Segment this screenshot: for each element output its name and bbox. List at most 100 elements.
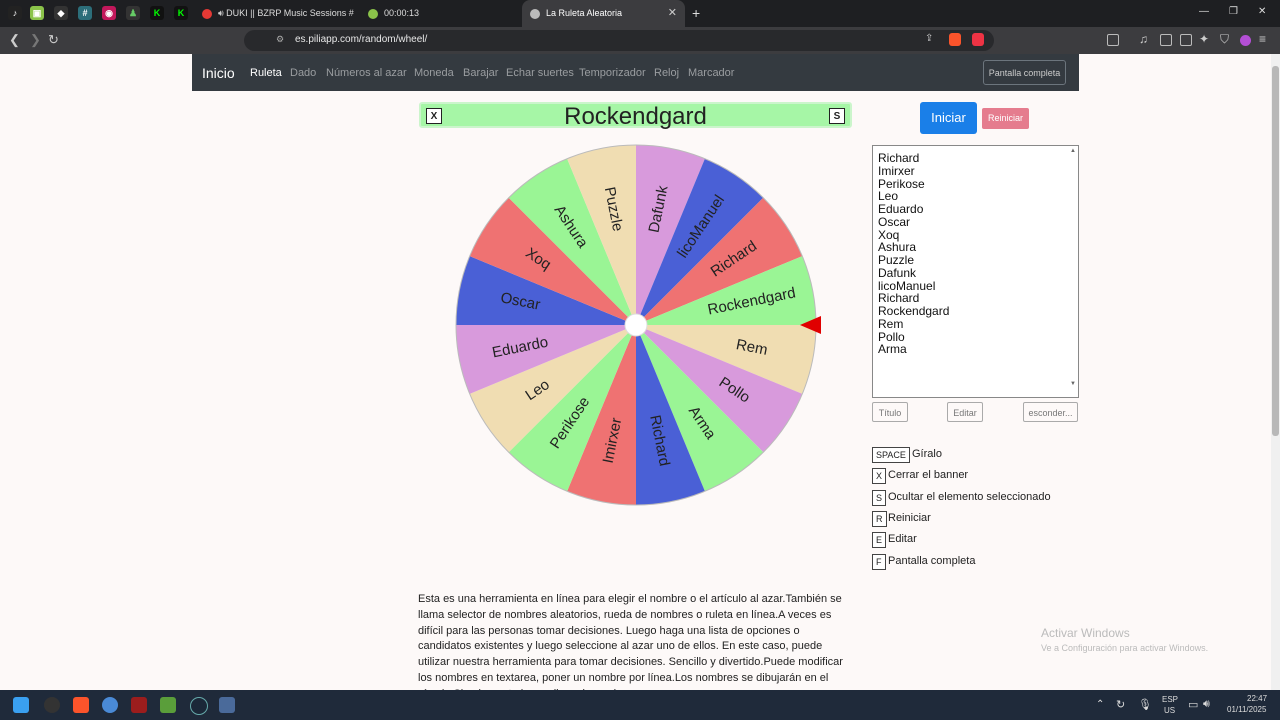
site-info-icon[interactable]: ⚙ [276,34,285,44]
tray-chevron-icon[interactable]: ⌃ [1096,699,1105,710]
music-icon[interactable]: ♫ [1139,32,1148,46]
wheel-segment[interactable] [636,197,803,325]
profile-icon[interactable] [1240,35,1251,46]
kick-tab-icon[interactable]: K [150,6,164,20]
brave-icon[interactable] [73,697,89,713]
fullscreen-button[interactable]: Pantalla completa [983,60,1066,85]
names-textarea[interactable]: ▲ ▼ Richard Imirxer Perikose Leo Eduardo Osca… [872,145,1079,398]
share-icon[interactable]: ⇪ [925,33,934,44]
close-tab-icon[interactable]: ✕ [667,7,677,19]
wheel-segment[interactable] [456,256,636,325]
wheel-segment[interactable] [469,325,636,453]
steam-icon[interactable] [190,697,208,715]
vpn-icon[interactable]: ⛉ [1220,32,1230,46]
edit-button[interactable]: Editar [947,402,983,422]
nav-link-ruleta[interactable]: Ruleta [250,67,282,79]
tab-timer[interactable]: 00:00:13 [360,0,510,27]
nav-brand-inicio[interactable]: Inicio [202,65,235,81]
windows-taskbar: ⌃ ↻ 🎙︎ ESP US ▭ 🔊︎ 22:47 01/11/2025 [0,690,1280,720]
sidebar-toggle-icon[interactable] [1107,34,1119,46]
wheel-segment[interactable] [636,325,705,505]
wallet-icon[interactable] [1180,34,1192,46]
wheel-segment[interactable] [636,325,764,492]
names-list-line: Rem [878,316,904,331]
tab-ruleta[interactable]: La Ruleta Aleatoria ✕ [522,0,685,27]
names-list-line: licoManuel [878,278,936,293]
game-icon[interactable] [131,697,147,713]
person-tab-icon[interactable]: ♟ [126,6,140,20]
calculator-icon[interactable] [219,697,235,713]
address-bar[interactable]: ⚙ es.piliapp.com/random/wheel/ ⇪ [244,30,994,51]
title-button[interactable]: Título [872,402,908,422]
page-scrollbar-thumb[interactable] [1272,66,1279,436]
diamond-tab-icon[interactable]: ◆ [54,6,68,20]
wheel-segment[interactable] [567,325,636,505]
nav-link-marcador[interactable]: Marcador [688,67,735,79]
clock-time[interactable]: 22:47 [1247,694,1268,703]
wheel-segment[interactable] [636,325,816,394]
hide-selected-button[interactable]: S [829,108,845,124]
new-tab-button[interactable]: + [692,5,701,21]
globe-icon[interactable] [102,697,118,713]
names-list-line: Puzzle [878,253,915,267]
brave-shield-icon[interactable] [949,33,961,46]
nav-link-temporizador[interactable]: Temporizador [579,67,646,79]
start-icon[interactable] [13,697,29,713]
wheel-segment[interactable] [636,158,764,325]
network-icon[interactable]: ▭ [1188,699,1199,711]
restore-icon[interactable]: ❐ [1229,6,1238,17]
menu-icon[interactable]: ≡ [1259,32,1267,46]
scroll-down-icon[interactable]: ▼ [1070,381,1076,387]
wheel-segment[interactable] [456,325,636,394]
wheel-segment[interactable] [508,158,636,325]
minecraft-icon[interactable] [160,697,176,713]
microphone-icon[interactable]: 🎙︎ [1138,699,1152,711]
record-tab-icon[interactable]: ◉ [102,6,116,20]
wheel-segment[interactable] [469,197,636,325]
shortcut-label: Ocultar el elemento seleccionado [888,491,1051,503]
wheel-segment[interactable] [636,325,803,453]
nav-link-reloj[interactable]: Reloj [654,67,680,79]
names-list-line: Leo [878,189,899,204]
scroll-up-icon[interactable]: ▲ [1070,148,1076,154]
names-list-line: Eduardo [878,202,924,216]
kick-tab-icon-2[interactable]: K [174,6,188,20]
forward-icon[interactable]: ❯ [30,32,41,47]
panel-icon[interactable] [1160,34,1172,46]
back-icon[interactable]: ❮ [9,32,20,47]
hide-button[interactable]: esconder... [1023,402,1078,422]
banner-title: Rockendgard [564,103,707,130]
url-text: es.piliapp.com/random/wheel/ [295,34,428,45]
minimize-icon[interactable]: — [1199,6,1209,17]
grid-tab-icon[interactable]: # [78,6,92,20]
wheel-hub[interactable] [624,313,648,337]
tab-duki[interactable]: 🔊︎ DUKI || BZRP Music Sessions #50 [194,0,354,27]
nav-link-dado[interactable]: Dado [290,67,317,79]
tray-sync-icon[interactable]: ↻ [1116,699,1126,711]
brave-rewards-icon[interactable] [972,33,984,46]
nav-link-echar-suertes[interactable]: Echar suertes [506,67,574,79]
shortcut-key-space: SPACE [872,447,910,463]
language-indicator[interactable]: ESP [1162,695,1179,704]
volume-icon[interactable]: 🔊︎ [1203,698,1210,710]
leo-icon[interactable]: ✦ [1199,32,1210,46]
tiktok-tab-icon[interactable]: ♪ [8,6,22,20]
obs-icon[interactable] [44,697,60,713]
tab-label: DUKI || BZRP Music Sessions #50 [226,8,354,18]
wheel-segment[interactable] [636,145,705,325]
tab-label: 00:00:13 [384,8,420,18]
nav-link-numeros[interactable]: Números al azar [326,67,407,79]
start-button[interactable]: Iniciar [920,102,977,134]
close-banner-button[interactable]: X [426,108,442,124]
reset-button[interactable]: Reiniciar [982,108,1029,129]
shortcut-label: Gíralo [912,448,942,460]
wheel-segment[interactable] [567,145,636,325]
spin-wheel[interactable]: Dafunk licoManuelRichardRockendgardRemPol… [455,144,825,514]
wheel-segment[interactable] [508,325,636,492]
wheel-segment[interactable] [636,256,816,325]
nav-link-moneda[interactable]: Moneda [414,67,454,79]
app-tab-icon[interactable]: ▣ [30,6,44,20]
reload-icon[interactable]: ↻ [48,32,59,47]
close-window-icon[interactable]: ✕ [1258,6,1267,17]
nav-link-barajar[interactable]: Barajar [463,67,499,79]
